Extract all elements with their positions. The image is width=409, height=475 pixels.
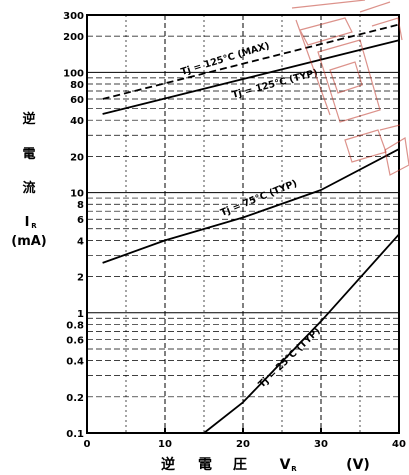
y-tick-label: 0.8 <box>66 320 84 331</box>
series-group <box>102 23 400 434</box>
y-tick-label: 300 <box>63 11 84 22</box>
y-tick-label: 40 <box>70 116 84 127</box>
y-tick-label: 0.4 <box>66 357 84 368</box>
x-axis-label-unit: (V) <box>346 457 370 473</box>
y-tick-label: 200 <box>63 32 84 43</box>
watermark-logo <box>291 0 409 176</box>
y-tick-label: 6 <box>77 215 84 226</box>
grid <box>87 14 399 434</box>
series-line-0 <box>102 23 400 100</box>
series-label-25c-typ: Tj = 25°C (TYP) <box>256 326 322 391</box>
y-axis-label-char-2: 電 <box>22 147 35 162</box>
x-axis-label-char-1: 逆 <box>161 456 175 473</box>
y-axis-label-unit: (mA) <box>11 234 47 249</box>
y-tick-label: 100 <box>63 68 84 79</box>
x-axis-label-char-2: 電 <box>198 456 212 473</box>
y-tick-label: 1 <box>77 309 84 320</box>
x-axis-label-symbol: V <box>280 457 291 473</box>
series-line-2 <box>102 148 400 264</box>
x-axis-label-subscript: R <box>291 465 297 473</box>
series-line-3 <box>203 233 400 434</box>
y-tick-label: 0.6 <box>66 335 84 346</box>
y-tick-label: 10 <box>70 189 84 200</box>
y-axis-label-symbol: I <box>25 215 30 230</box>
series-line-1 <box>102 39 400 115</box>
y-axis-label-char-3: 流 <box>22 180 35 196</box>
y-axis-label-subscript: R <box>31 222 37 230</box>
y-tick-label: 20 <box>70 152 84 163</box>
y-tick-label: 60 <box>70 95 84 106</box>
x-tick-label: 10 <box>158 439 172 450</box>
y-tick-label: 0.2 <box>66 393 84 404</box>
x-tick-label: 20 <box>236 439 250 450</box>
y-tick-label: 8 <box>77 200 84 211</box>
x-tick-label: 40 <box>392 439 406 450</box>
x-tick-label: 30 <box>314 439 328 450</box>
y-tick-label: 0.1 <box>66 429 84 440</box>
x-tick-label: 0 <box>84 439 91 450</box>
y-axis-label-char-1: 逆 <box>22 111 35 127</box>
x-axis-label: 逆 電 圧 V R (V) <box>161 456 370 473</box>
y-tick-label: 2 <box>77 273 84 284</box>
y-axis-label: 逆 電 流 I R (mA) <box>11 111 47 249</box>
x-axis-label-char-3: 圧 <box>233 457 247 473</box>
y-tick-label: 4 <box>77 236 84 247</box>
tick-labels: 0 10 20 30 403002001008060402010864210.80.60… <box>63 11 406 450</box>
y-tick-label: 80 <box>70 80 84 91</box>
